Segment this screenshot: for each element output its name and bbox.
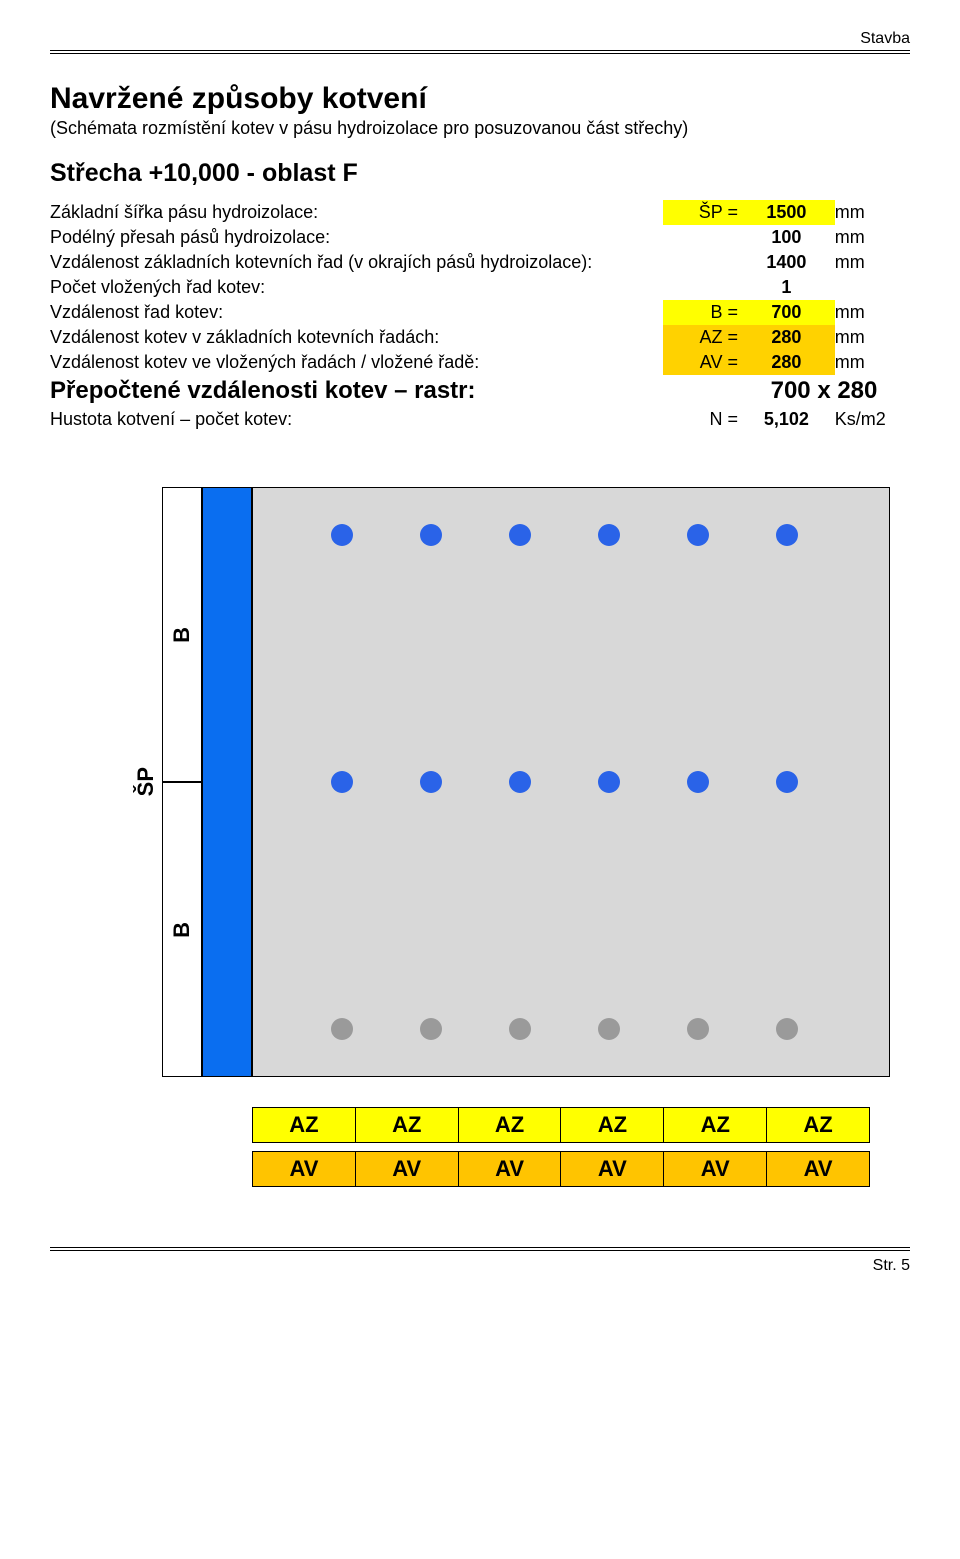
anchor-dot-blue	[509, 771, 531, 793]
param-row: Vzdálenost základních kotevních řad (v o…	[50, 250, 910, 275]
anchor-dot-blue	[687, 771, 709, 793]
param-label: Vzdálenost kotev v základních kotevních …	[50, 325, 663, 350]
legend-cell-av: AV	[252, 1151, 356, 1187]
anchor-dot-blue	[598, 524, 620, 546]
density-symbol: N =	[663, 407, 738, 432]
param-value: 280	[738, 350, 835, 375]
anchor-dot-blue	[331, 771, 353, 793]
param-label: Vzdálenost základních kotevních řad (v o…	[50, 250, 663, 275]
param-unit: mm	[835, 250, 910, 275]
param-row: Počet vložených řad kotev: 1	[50, 275, 910, 300]
legend-cell-av: AV	[767, 1151, 870, 1187]
dot-field	[252, 487, 890, 1077]
anchor-dot-blue	[509, 524, 531, 546]
param-unit: mm	[835, 350, 910, 375]
param-symbol: AV =	[663, 350, 738, 375]
anchor-dot-grey	[687, 1018, 709, 1040]
subtitle: (Schémata rozmístění kotev v pásu hydroi…	[50, 118, 910, 139]
b-axis: B B	[162, 487, 202, 1077]
param-symbol: ŠP =	[663, 200, 738, 225]
legend-row-az: AZAZAZAZAZAZ	[252, 1107, 870, 1143]
anchor-dot-blue	[420, 771, 442, 793]
param-symbol: AZ =	[663, 325, 738, 350]
blue-strip	[202, 487, 252, 1077]
param-value: 700	[738, 300, 835, 325]
legend-cell-az: AZ	[459, 1107, 562, 1143]
density-row: Hustota kotvení – počet kotev:N =5,102Ks…	[50, 407, 910, 432]
anchor-dot-grey	[598, 1018, 620, 1040]
param-symbol	[663, 275, 738, 300]
legend-cell-az: AZ	[252, 1107, 356, 1143]
legend-cell-az: AZ	[356, 1107, 459, 1143]
param-row: Vzdálenost řad kotev:B =700mm	[50, 300, 910, 325]
legend-cell-av: AV	[356, 1151, 459, 1187]
anchor-dot-blue	[331, 524, 353, 546]
param-value: 1400	[738, 250, 835, 275]
param-value: 1500	[738, 200, 835, 225]
param-label: Vzdálenost řad kotev:	[50, 300, 663, 325]
legend-cell-av: AV	[459, 1151, 562, 1187]
anchor-dot-grey	[331, 1018, 353, 1040]
param-unit	[835, 275, 910, 300]
anchor-dot-blue	[420, 524, 442, 546]
param-value: 100	[738, 225, 835, 250]
anchor-dot-blue	[598, 771, 620, 793]
legend: AZAZAZAZAZAZ AVAVAVAVAVAV	[252, 1107, 870, 1187]
anchor-dot-grey	[420, 1018, 442, 1040]
legend-row-av: AVAVAVAVAVAV	[252, 1151, 870, 1187]
density-unit: Ks/m2	[835, 407, 910, 432]
legend-cell-av: AV	[664, 1151, 767, 1187]
top-rule-1	[50, 50, 910, 51]
sp-axis-label: ŠP	[130, 487, 162, 1077]
density-value: 5,102	[738, 407, 835, 432]
raster-value: 700 x 280	[738, 375, 910, 407]
section-heading: Střecha +10,000 - oblast F	[50, 159, 910, 188]
param-value: 1	[738, 275, 835, 300]
param-symbol	[663, 225, 738, 250]
anchor-dot-grey	[509, 1018, 531, 1040]
param-unit: mm	[835, 325, 910, 350]
param-label: Základní šířka pásu hydroizolace:	[50, 200, 663, 225]
param-unit: mm	[835, 200, 910, 225]
param-value: 280	[738, 325, 835, 350]
bottom-rule-2	[50, 1250, 910, 1251]
anchor-dot-blue	[687, 524, 709, 546]
diagram: ŠP B B AZAZAZAZAZAZ AVAVAVAVAVAV	[130, 487, 890, 1187]
density-label: Hustota kotvení – počet kotev:	[50, 407, 663, 432]
param-label: Počet vložených řad kotev:	[50, 275, 663, 300]
parameter-table: Základní šířka pásu hydroizolace:ŠP =150…	[50, 200, 910, 432]
param-label: Vzdálenost kotev ve vložených řadách / v…	[50, 350, 663, 375]
top-rule-2	[50, 53, 910, 54]
page-title: Navržené způsoby kotvení	[50, 82, 910, 116]
header-label: Stavba	[50, 30, 910, 48]
anchor-dot-grey	[776, 1018, 798, 1040]
param-row: Vzdálenost kotev v základních kotevních …	[50, 325, 910, 350]
param-symbol	[663, 250, 738, 275]
raster-label: Přepočtené vzdálenosti kotev – rastr:	[50, 375, 663, 407]
b-box-top: B	[162, 487, 202, 782]
param-unit: mm	[835, 300, 910, 325]
raster-row: Přepočtené vzdálenosti kotev – rastr: 700…	[50, 375, 910, 407]
legend-cell-az: AZ	[664, 1107, 767, 1143]
page-number: Str. 5	[50, 1257, 910, 1275]
bottom-rule-1	[50, 1247, 910, 1248]
b-box-bottom: B	[162, 782, 202, 1077]
legend-cell-az: AZ	[767, 1107, 870, 1143]
legend-cell-av: AV	[561, 1151, 664, 1187]
param-row: Vzdálenost kotev ve vložených řadách / v…	[50, 350, 910, 375]
param-symbol: B =	[663, 300, 738, 325]
param-unit: mm	[835, 225, 910, 250]
anchor-dot-blue	[776, 771, 798, 793]
anchor-dot-blue	[776, 524, 798, 546]
param-label: Podélný přesah pásů hydroizolace:	[50, 225, 663, 250]
param-row: Základní šířka pásu hydroizolace:ŠP =150…	[50, 200, 910, 225]
legend-cell-az: AZ	[561, 1107, 664, 1143]
param-row: Podélný přesah pásů hydroizolace: 100mm	[50, 225, 910, 250]
